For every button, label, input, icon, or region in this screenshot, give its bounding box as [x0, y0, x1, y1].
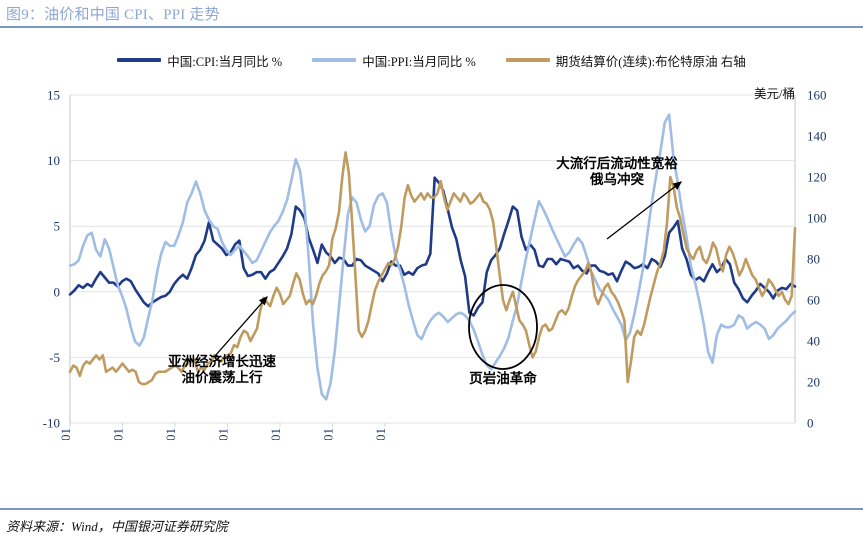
legend-label-ppi: 中国:PPI:当月同比 % [362, 54, 476, 69]
footer-divider [0, 508, 863, 510]
bottom-axis-tick-labels: 2000-01 2004-01 2008-01 2012-01 2016-01 2020-… [58, 423, 388, 440]
legend-label-cpi: 中国:CPI:当月同比 % [167, 54, 283, 69]
right-axis-tick: 20 [807, 375, 820, 390]
left-axis-tick: -10 [43, 416, 60, 431]
chart-svg: 15 10 5 0 -5 -10 160 140 120 100 80 60 40 20 0 亚洲经济增长… [43, 86, 827, 440]
title-divider [0, 26, 863, 28]
right-axis-tick: 60 [807, 293, 820, 308]
x-axis-tick: 2024-01 [373, 428, 388, 440]
legend-swatch-ppi [312, 58, 357, 62]
annotation-ellipse [468, 284, 538, 370]
annotation-arrow [214, 296, 268, 357]
annotation-label: 页岩油革命 [469, 370, 537, 386]
data-series [68, 113, 797, 401]
annotation-label: 油价震荡上行 [182, 369, 263, 385]
x-axis-tick: 2020-01 [320, 428, 335, 440]
legend-swatch-cpi [117, 58, 162, 62]
legend-item-ppi[interactable]: 中国:PPI:当月同比 % [312, 51, 476, 70]
x-axis-tick: 2000-01 [58, 428, 73, 440]
left-axis-tick: 0 [54, 284, 61, 299]
left-axis-tick-labels: 15 10 5 0 -5 -10 [43, 88, 60, 431]
right-axis-tick: 40 [807, 334, 820, 349]
right-axis-tick: 120 [807, 170, 827, 185]
x-axis-tick: 2004-01 [111, 428, 126, 440]
legend-swatch-brent [505, 58, 550, 62]
chart-legend: 中国:CPI:当月同比 % 中国:PPI:当月同比 % 期货结算价(连续):布伦… [0, 48, 863, 72]
right-axis-tick: 80 [807, 252, 820, 267]
axis-lines [69, 95, 796, 423]
x-axis-tick: 2012-01 [216, 428, 231, 440]
legend-item-cpi[interactable]: 中国:CPI:当月同比 % [117, 51, 282, 70]
legend-label-brent: 期货结算价(连续):布伦特原油 右轴 [555, 54, 746, 69]
right-axis-tick-labels: 160 140 120 100 80 60 40 20 0 [807, 88, 827, 431]
annotation-label: 大流行后流动性宽裕 [556, 155, 678, 171]
right-axis-tick: 100 [807, 211, 827, 226]
right-axis-tick: 140 [807, 129, 827, 144]
source-note: 资料来源：Wind，中国银河证券研究院 [6, 519, 228, 534]
chart-plot-area: 15 10 5 0 -5 -10 160 140 120 100 80 60 40 20 0 亚洲经济增长… [0, 80, 863, 440]
legend-item-brent[interactable]: 期货结算价(连续):布伦特原油 右轴 [505, 51, 746, 70]
annotation-label: 亚洲经济增长迅速 [168, 353, 276, 369]
x-axis-tick: 2008-01 [163, 428, 178, 440]
series-line-cpi [68, 176, 797, 317]
right-axis-tick: 0 [807, 416, 814, 431]
series-line-ppi [68, 113, 797, 401]
x-axis-tick: 2016-01 [268, 428, 283, 440]
annotation-arrow [606, 181, 683, 240]
page-title: 图9：油价和中国 CPI、PPI 走势 [6, 7, 220, 23]
series-line-brent [68, 151, 797, 386]
left-axis-tick: 15 [47, 88, 60, 103]
right-axis-tick: 160 [807, 88, 827, 103]
annotation-label: 俄乌冲突 [589, 171, 644, 187]
left-axis-tick: 5 [54, 219, 61, 234]
right-axis-unit-label: 美元/桶 [754, 86, 795, 101]
left-axis-tick: -5 [49, 350, 60, 365]
left-axis-tick: 10 [47, 153, 60, 168]
figure-title-bar: 图9：油价和中国 CPI、PPI 走势 [0, 0, 863, 28]
